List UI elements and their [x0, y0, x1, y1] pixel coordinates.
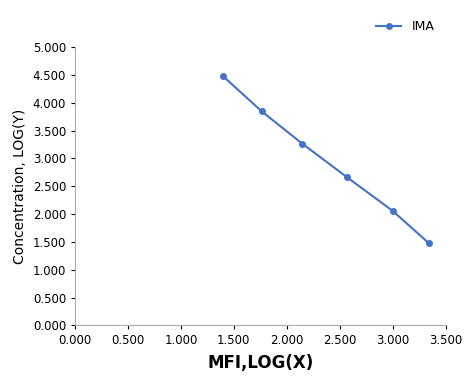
Legend: IMA: IMA	[371, 15, 439, 38]
Line: IMA: IMA	[220, 73, 431, 246]
X-axis label: MFI,LOG(X): MFI,LOG(X)	[207, 354, 313, 372]
IMA	[344, 175, 350, 180]
IMA	[426, 241, 431, 245]
IMA	[220, 74, 226, 78]
IMA	[299, 141, 305, 146]
Y-axis label: Concentration, LOG(Y): Concentration, LOG(Y)	[13, 109, 27, 264]
IMA	[390, 209, 395, 213]
IMA	[259, 109, 265, 114]
